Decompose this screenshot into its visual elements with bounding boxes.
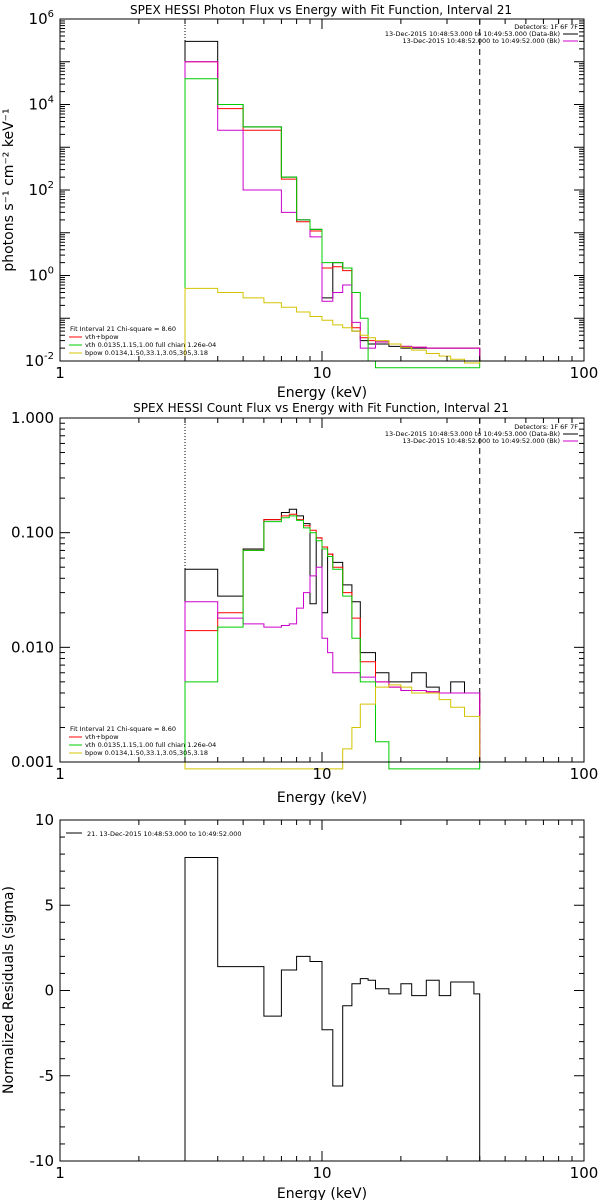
y-tick-label: 0.100 [11,524,54,542]
y-tick-label: 106 [29,9,54,28]
panel2-title: SPEX HESSI Count Flux vs Energy with Fit… [133,401,509,415]
panel2-data-interval: 13-Dec-2015 10:48:53.000 to 10:49:53.000… [385,430,560,438]
series-line-2 [184,61,481,361]
y-tick-label: 102 [29,180,54,199]
panel1-fit-bpow: bpow 0.0134,1.50,33.1,3.05,305,3.18 [85,349,208,357]
x-tick-label: 1 [55,765,65,783]
y-tick-label: 10 [35,811,54,829]
series-line-0 [184,40,481,361]
panel3-xlabel: Energy (keV) [277,1186,367,1200]
panel2-fit-vth: vth 0.0135,1.15,1.00 full chian 1.26e-04 [85,741,216,749]
panel2-detectors: Detectors: 1F 6F 7F [514,423,578,431]
x-tick-label: 10 [312,364,331,382]
x-tick-label: 10 [312,1164,331,1182]
panel1-xlabel: Energy (keV) [277,385,367,401]
y-tick-label: 5 [44,896,54,914]
y-tick-label: 1.000 [11,409,54,427]
panel3-legend-text: 21. 13-Dec-2015 10:48:53.000 to 10:49:52… [87,830,242,838]
x-tick-label: 100 [570,1164,599,1182]
panel1-fit-model: vth+bpow [85,333,119,341]
y-tick-label: -5 [39,1067,54,1085]
panel2-fit-header: Fit Interval 21 Chi-square = 8.60 [70,725,176,733]
series-line-3 [184,515,481,770]
x-tick-label: 10 [312,765,331,783]
series-line-4 [184,684,481,770]
x-tick-label: 1 [55,364,65,382]
panel2-fit-model: vth+bpow [85,733,119,741]
panel1-frame [59,18,585,362]
x-tick-label: 100 [570,765,599,783]
series-line-1 [184,61,481,361]
panel1-ylabel: photons s⁻¹ cm⁻² keV⁻¹ [1,108,17,271]
series-line-3 [184,78,481,369]
series-line-2 [184,566,481,762]
y-tick-label: 0.001 [11,753,54,771]
y-tick-label: 10-2 [25,351,54,370]
panel1-fit-vth: vth 0.0135,1.15,1.00 full chian 1.26e-04 [85,341,216,349]
panel1-fit-header: Fit Interval 21 Chi-square = 8.60 [70,325,176,333]
series-line-0 [184,508,481,762]
count-flux-panel: SPEX HESSI Count Flux vs Energy with Fit… [11,401,598,806]
panel2-fit-bpow: bpow 0.0134,1.50,33.1,3.05,305,3.18 [85,749,208,757]
photon-flux-panel: SPEX HESSI Photon Flux vs Energy with Fi… [1,3,598,401]
y-tick-label: -10 [30,1152,55,1170]
panel1-title: SPEX HESSI Photon Flux vs Energy with Fi… [130,3,512,17]
x-tick-label: 100 [570,364,599,382]
panel3-ylabel: Normalized Residuals (sigma) [1,886,17,1094]
y-tick-label: 104 [29,95,54,114]
panel1-data-interval: 13-Dec-2015 10:48:53.000 to 10:49:53.000… [385,30,560,38]
series-line-1 [184,513,481,762]
y-tick-label: 0.010 [11,638,54,656]
y-tick-label: 100 [29,266,54,285]
series-line-4 [184,287,481,364]
panel2-xlabel: Energy (keV) [277,790,367,806]
series-line-0 [184,857,481,1161]
y-tick-label: 0 [44,982,54,1000]
panel1-detectors: Detectors: 1F 6F 7F [514,23,578,31]
x-tick-label: 1 [55,1164,65,1182]
panel1-bk-interval: 13-Dec-2015 10:48:52.000 to 10:49:52.000… [403,37,561,45]
panel2-bk-interval: 13-Dec-2015 10:48:52.000 to 10:49:52.000… [403,437,561,445]
residuals-panel: 1 10 100 10 5 0 -5 -10 Energy (keV) Normalized … [1,811,598,1200]
